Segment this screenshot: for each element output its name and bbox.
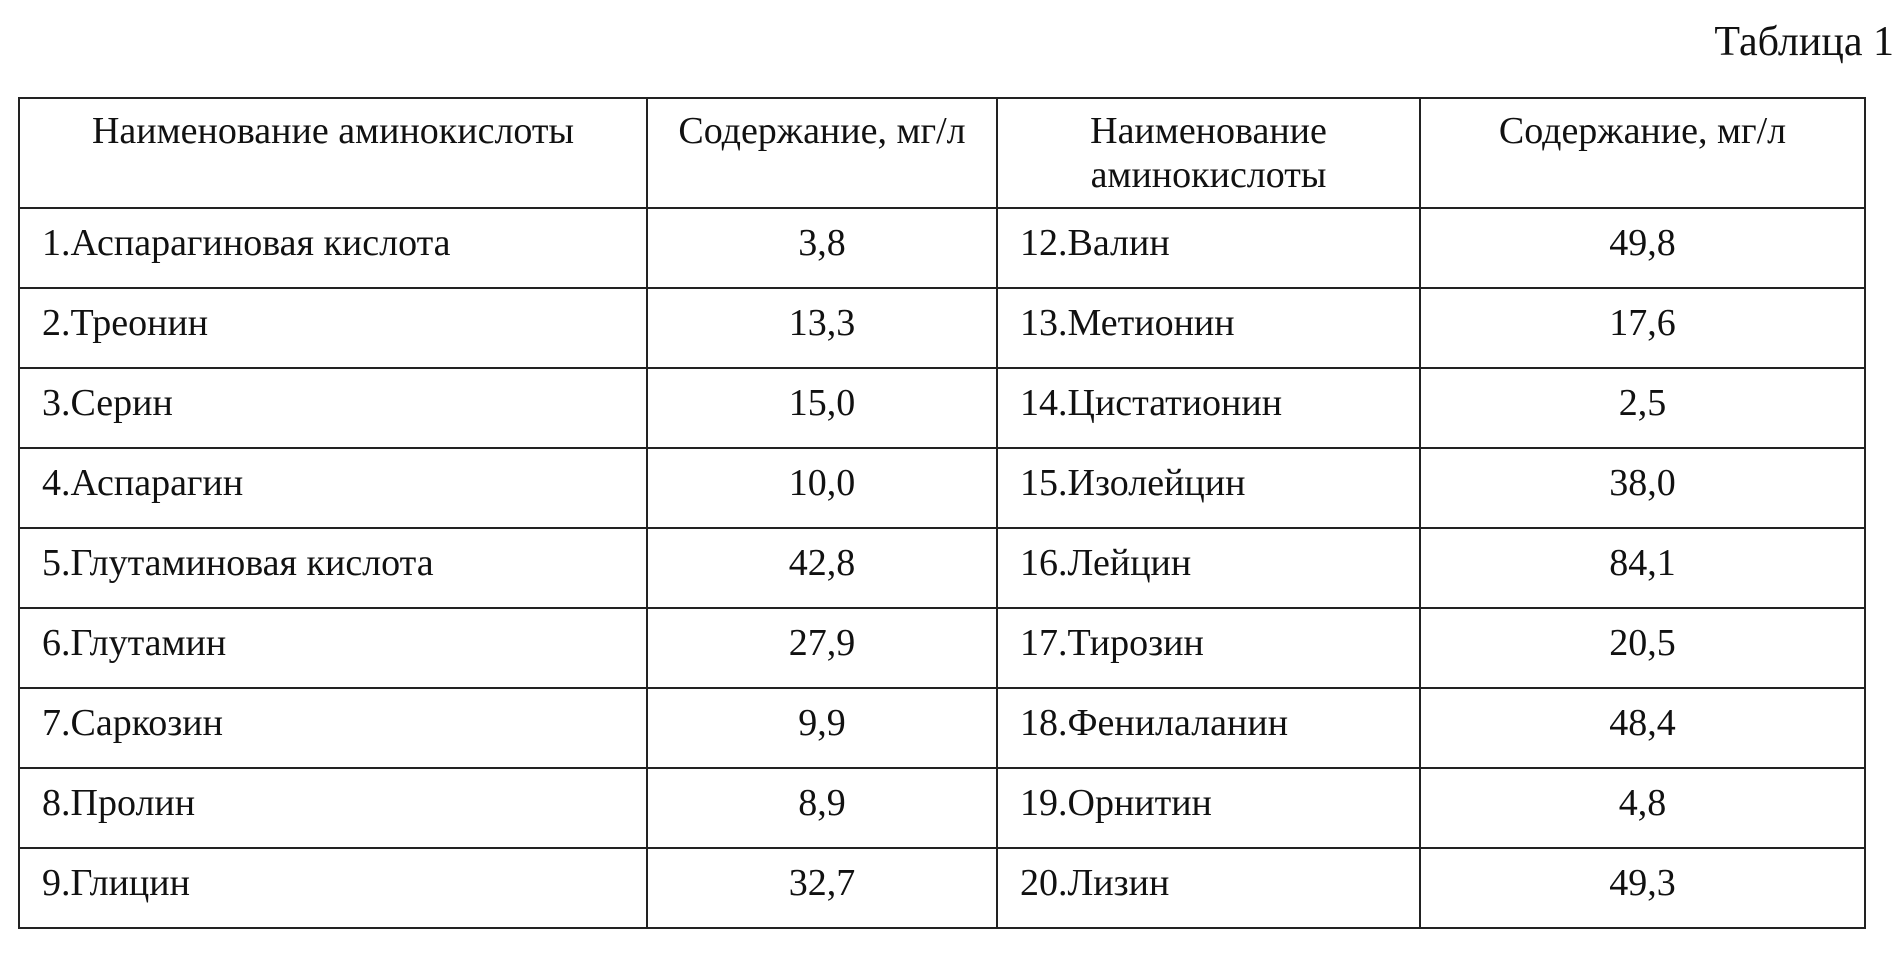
content-value-cell: 9,9 (646, 687, 998, 769)
amino-acid-name-cell: 7.Саркозин (18, 687, 648, 769)
content-value-cell: 49,8 (1419, 207, 1866, 289)
table-row: 1.Аспарагиновая кислота 3,8 12.Валин 49,8 (18, 207, 1866, 289)
amino-acid-name-cell: 2.Треонин (18, 287, 648, 369)
content-value-cell: 84,1 (1419, 527, 1866, 609)
content-value-cell: 15,0 (646, 367, 998, 449)
content-value-cell: 27,9 (646, 607, 998, 689)
header-cell: Содержание, мг/л (1419, 97, 1866, 209)
header-cell: Наименование аминокислоты (996, 97, 1421, 209)
amino-acid-name-cell: 14.Цистатионин (996, 367, 1421, 449)
amino-acid-name-cell: 16.Лейцин (996, 527, 1421, 609)
content-value-cell: 42,8 (646, 527, 998, 609)
table-row: 2.Треонин 13,3 13.Метионин 17,6 (18, 287, 1866, 369)
amino-acid-name-cell: 19.Орнитин (996, 767, 1421, 849)
content-value-cell: 2,5 (1419, 367, 1866, 449)
amino-acid-name-cell: 15.Изолейцин (996, 447, 1421, 529)
content-value-cell: 10,0 (646, 447, 998, 529)
amino-acid-name-cell: 3.Серин (18, 367, 648, 449)
content-value-cell: 32,7 (646, 847, 998, 929)
content-value-cell: 20,5 (1419, 607, 1866, 689)
content-value-cell: 13,3 (646, 287, 998, 369)
content-value-cell: 3,8 (646, 207, 998, 289)
amino-acid-name-cell: 20.Лизин (996, 847, 1421, 929)
table-caption: Таблица 1 (1714, 19, 1894, 65)
amino-acid-name-cell: 13.Метионин (996, 287, 1421, 369)
table-row: 4.Аспарагин 10,0 15.Изолейцин 38,0 (18, 447, 1866, 529)
table-row: 9.Глицин 32,7 20.Лизин 49,3 (18, 847, 1866, 929)
table-row: 5.Глутаминовая кислота 42,8 16.Лейцин 84,1 (18, 527, 1866, 609)
amino-acid-name-cell: 6.Глутамин (18, 607, 648, 689)
amino-acid-name-cell: 1.Аспарагиновая кислота (18, 207, 648, 289)
content-value-cell: 49,3 (1419, 847, 1866, 929)
amino-acid-table: Наименование аминокислоты Содержание, мг… (18, 97, 1866, 929)
amino-acid-name-cell: 18.Фенилаланин (996, 687, 1421, 769)
table-row: 6.Глутамин 27,9 17.Тирозин 20,5 (18, 607, 1866, 689)
amino-acid-name-cell: 4.Аспарагин (18, 447, 648, 529)
header-cell: Наименование аминокислоты (18, 97, 648, 209)
content-value-cell: 48,4 (1419, 687, 1866, 769)
amino-acid-name-cell: 17.Тирозин (996, 607, 1421, 689)
table-row: 8.Пролин 8,9 19.Орнитин 4,8 (18, 767, 1866, 849)
table-row: 3.Серин 15,0 14.Цистатионин 2,5 (18, 367, 1866, 449)
amino-acid-name-cell: 8.Пролин (18, 767, 648, 849)
content-value-cell: 4,8 (1419, 767, 1866, 849)
content-value-cell: 8,9 (646, 767, 998, 849)
content-value-cell: 38,0 (1419, 447, 1866, 529)
amino-acid-name-cell: 12.Валин (996, 207, 1421, 289)
header-cell: Содержание, мг/л (646, 97, 998, 209)
amino-acid-name-cell: 9.Глицин (18, 847, 648, 929)
content-value-cell: 17,6 (1419, 287, 1866, 369)
amino-acid-name-cell: 5.Глутаминовая кислота (18, 527, 648, 609)
table-header-row: Наименование аминокислоты Содержание, мг… (18, 97, 1866, 209)
table-row: 7.Саркозин 9,9 18.Фенилаланин 48,4 (18, 687, 1866, 769)
